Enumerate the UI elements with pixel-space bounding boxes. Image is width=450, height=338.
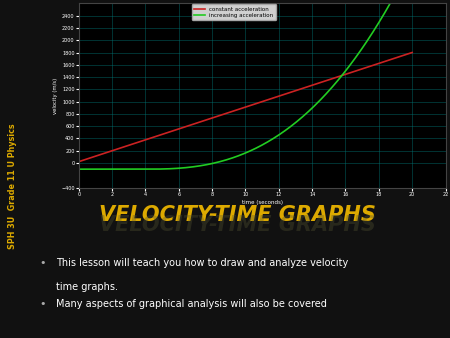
- constant acceleration: [184, 124, 190, 128]
- increasing acceleration: [286, 126, 291, 130]
- Line: constant acceleration: constant acceleration: [79, 52, 412, 162]
- Text: SPH 3U  Grade 11 U Physics: SPH 3U Grade 11 U Physics: [8, 123, 17, 249]
- increasing acceleration: [208, 162, 213, 166]
- Line: increasing acceleration: increasing acceleration: [79, 0, 412, 169]
- increasing acceleration: [184, 165, 190, 169]
- Text: VELOCITY-TIME GRAPHS: VELOCITY-TIME GRAPHS: [99, 215, 376, 235]
- increasing acceleration: [76, 167, 81, 171]
- Text: Many aspects of graphical analysis will also be covered: Many aspects of graphical analysis will …: [56, 299, 327, 309]
- constant acceleration: [319, 80, 324, 84]
- constant acceleration: [286, 91, 291, 95]
- Legend: constant acceleration, increasing acceleration: constant acceleration, increasing accele…: [192, 4, 276, 20]
- increasing acceleration: [317, 99, 322, 103]
- Text: VELOCITY-TIME GRAPHS: VELOCITY-TIME GRAPHS: [99, 204, 376, 224]
- increasing acceleration: [319, 97, 324, 101]
- Text: •: •: [40, 258, 46, 268]
- X-axis label: time (seconds): time (seconds): [242, 199, 283, 204]
- Text: time graphs.: time graphs.: [56, 282, 118, 292]
- constant acceleration: [317, 81, 322, 85]
- Y-axis label: velocity (m/s): velocity (m/s): [53, 77, 58, 114]
- constant acceleration: [76, 160, 81, 164]
- Text: •: •: [40, 299, 46, 309]
- increasing acceleration: [116, 167, 122, 171]
- constant acceleration: [116, 146, 122, 150]
- constant acceleration: [410, 50, 415, 54]
- constant acceleration: [208, 116, 213, 120]
- Text: This lesson will teach you how to draw and analyze velocity: This lesson will teach you how to draw a…: [56, 258, 349, 268]
